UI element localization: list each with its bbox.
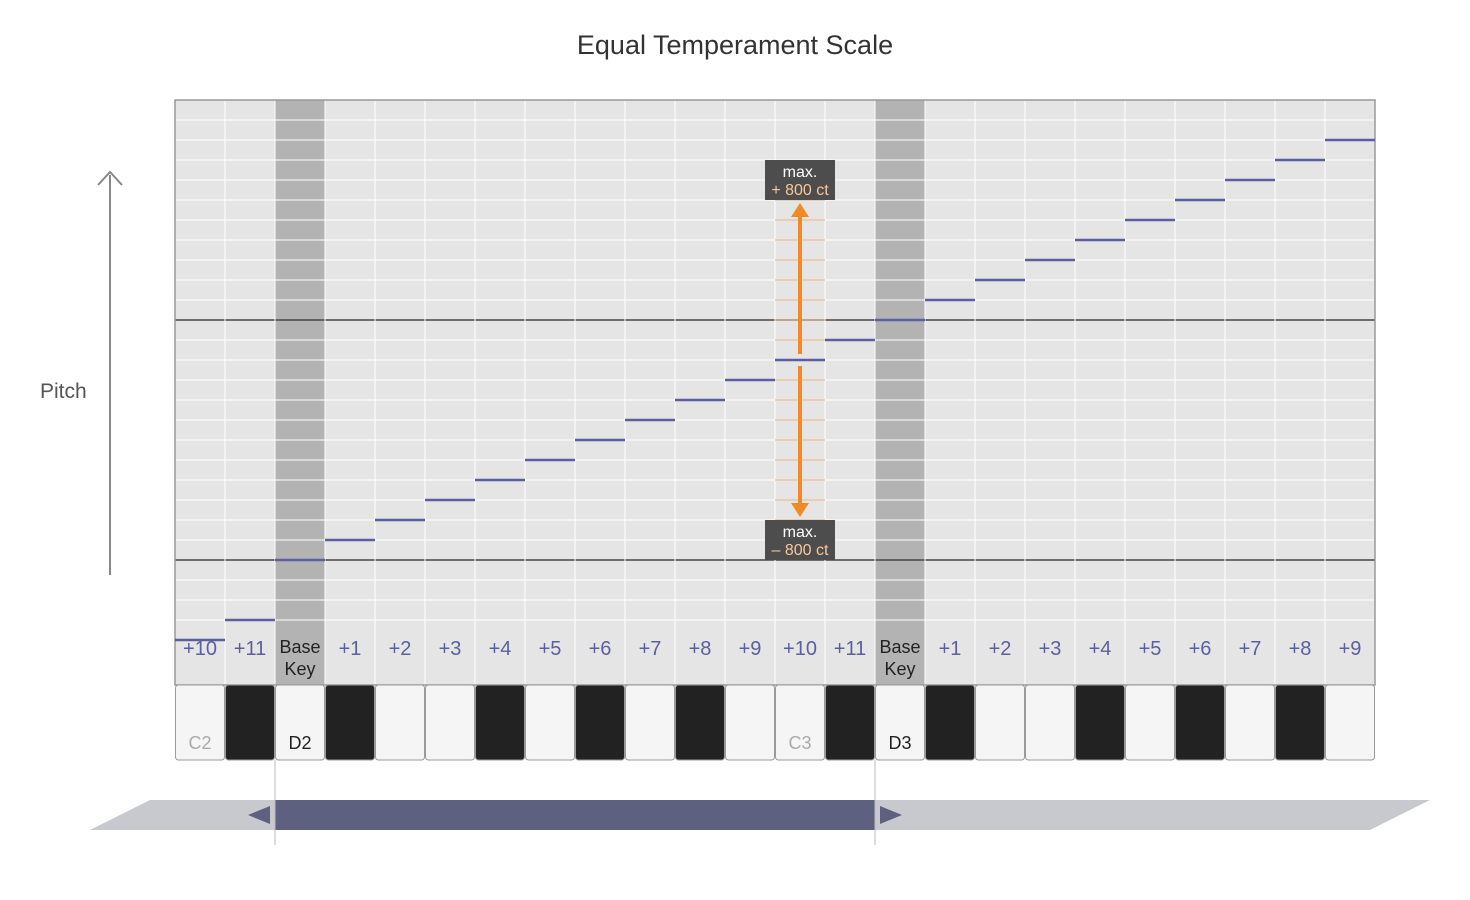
interval-label: +9 — [1339, 638, 1362, 660]
black-key — [1175, 684, 1225, 761]
white-key — [1125, 684, 1175, 761]
range-arrow-up-head — [791, 203, 809, 217]
interval-label: +8 — [689, 638, 712, 660]
white-key — [975, 684, 1025, 761]
white-key — [775, 684, 825, 761]
base-key-label: Base — [879, 637, 920, 657]
interval-label: +11 — [234, 638, 266, 660]
interval-label: +10 — [783, 638, 817, 660]
lower-range-marker: max.– 800 ct — [765, 520, 835, 560]
black-key — [1275, 684, 1325, 761]
interval-label: +6 — [589, 638, 612, 660]
white-key — [1225, 684, 1275, 761]
black-key — [475, 684, 525, 761]
white-key — [875, 684, 925, 761]
interval-label: +5 — [1139, 638, 1162, 660]
base-key-column — [275, 100, 325, 685]
range-left-arrow — [248, 806, 270, 824]
base-key-column — [875, 100, 925, 685]
white-key — [725, 684, 775, 761]
black-key — [925, 684, 975, 761]
white-key — [625, 684, 675, 761]
pitch-axis-label: Pitch — [40, 380, 87, 403]
note-label: D2 — [288, 733, 311, 753]
black-key — [825, 684, 875, 761]
interval-label: +9 — [739, 638, 762, 660]
black-key — [325, 684, 375, 761]
marker-value: – 800 ct — [772, 542, 829, 559]
marker-max-label: max. — [783, 524, 818, 541]
interval-label: +5 — [539, 638, 562, 660]
black-key — [225, 684, 275, 761]
interval-label: +2 — [389, 638, 412, 660]
interval-label: +8 — [1289, 638, 1312, 660]
white-key — [375, 684, 425, 761]
interval-label: +10 — [183, 638, 217, 660]
interval-label: +3 — [439, 638, 462, 660]
diagram-title: Equal Temperament Scale — [576, 30, 894, 60]
white-key — [1025, 684, 1075, 761]
white-key — [175, 684, 225, 761]
white-key — [525, 684, 575, 761]
interval-label: +11 — [834, 638, 866, 660]
note-label: C3 — [788, 733, 811, 753]
interval-label: +1 — [939, 638, 962, 660]
base-key-label: Key — [884, 659, 915, 679]
white-key — [425, 684, 475, 761]
range-bar — [275, 800, 875, 830]
interval-label: +2 — [989, 638, 1012, 660]
interval-label: +7 — [639, 638, 662, 660]
range-right-arrow — [880, 806, 902, 824]
black-key — [1075, 684, 1125, 761]
interval-label: +4 — [489, 638, 512, 660]
pitch-axis-arrowhead — [97, 170, 123, 186]
note-label: C2 — [188, 733, 211, 753]
note-label: D3 — [888, 733, 911, 753]
range-arrow-down-head — [791, 503, 809, 517]
interval-label: +3 — [1039, 638, 1062, 660]
interval-label: +1 — [339, 638, 362, 660]
interval-label: +7 — [1239, 638, 1262, 660]
upper-range-marker: max.+ 800 ct — [765, 160, 835, 200]
marker-box — [765, 160, 835, 200]
white-key — [275, 684, 325, 761]
black-key — [675, 684, 725, 761]
base-key-label: Key — [284, 659, 315, 679]
interval-label: +4 — [1089, 638, 1112, 660]
base-key-label: Base — [279, 637, 320, 657]
interval-label: +6 — [1189, 638, 1212, 660]
white-key — [1325, 684, 1375, 761]
marker-value: + 800 ct — [771, 182, 829, 199]
marker-max-label: max. — [783, 164, 818, 181]
marker-box — [765, 520, 835, 560]
black-key — [575, 684, 625, 761]
